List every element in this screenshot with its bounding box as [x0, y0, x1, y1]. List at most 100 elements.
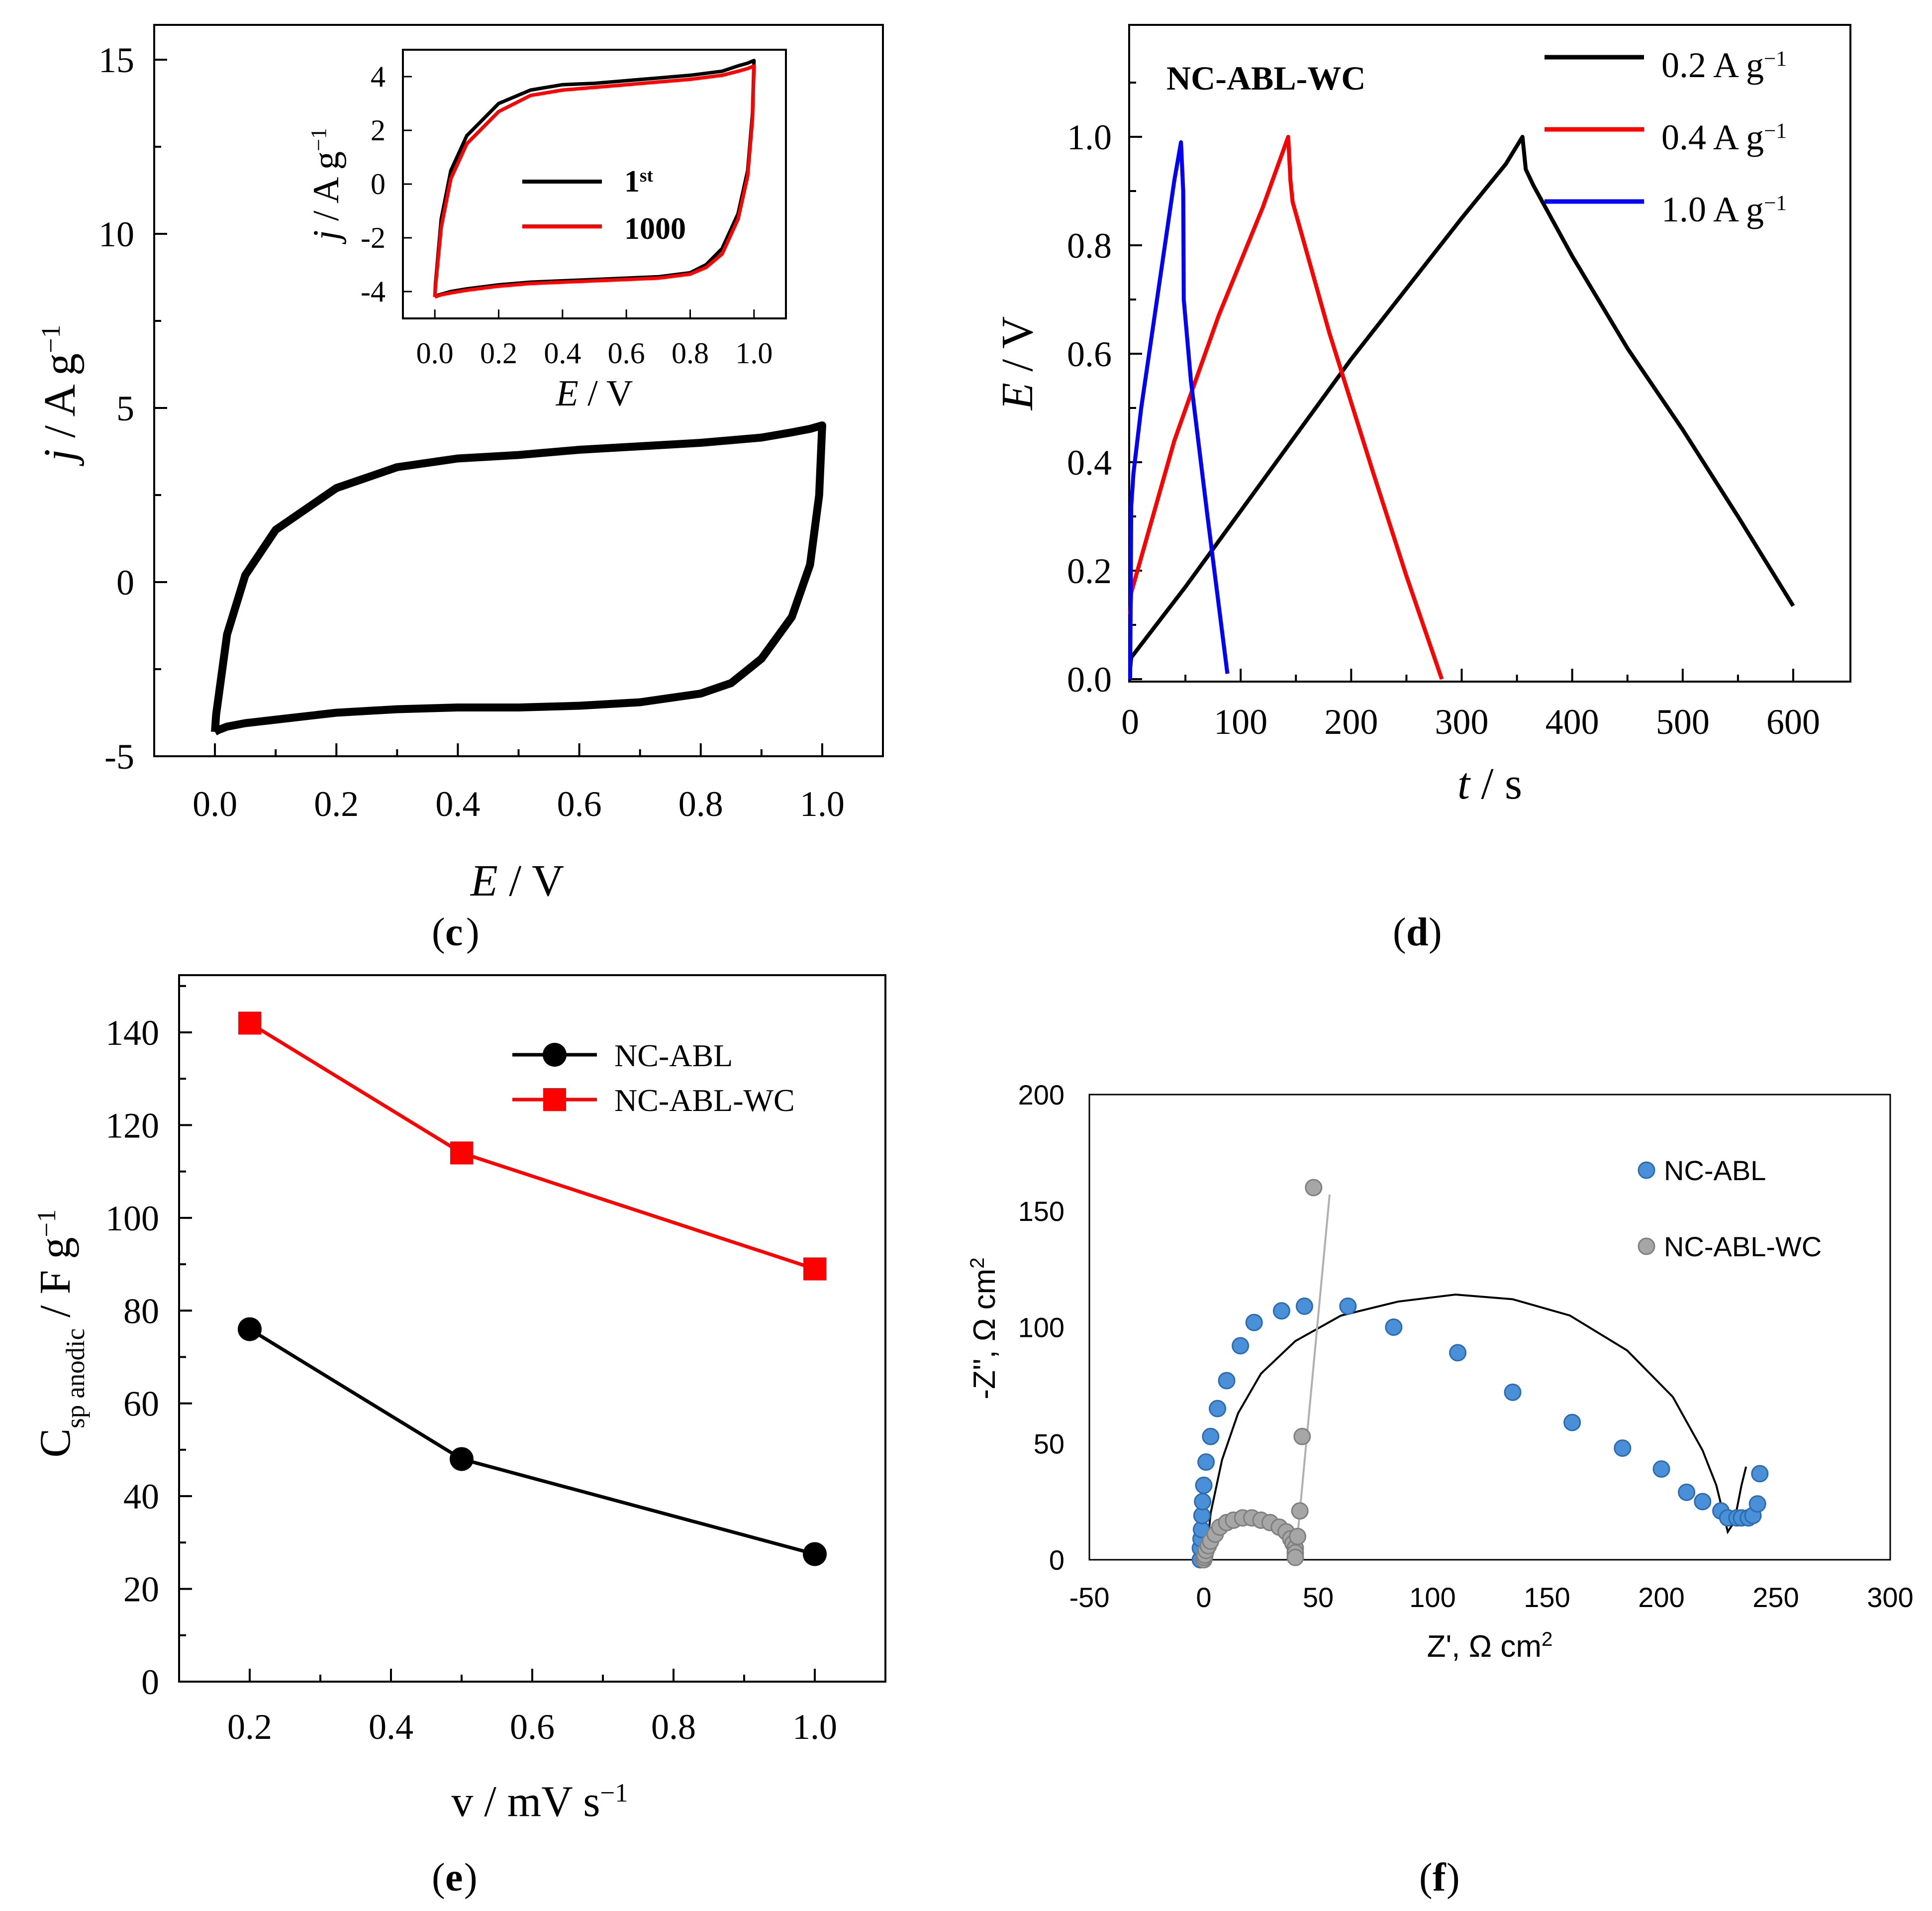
y-tick-label: 50: [1034, 1428, 1064, 1459]
y-tick-label: 0.8: [1067, 226, 1112, 266]
inset-plot: 0.0 0.2 0.4 0.6 0.8 1.0 -4 -2 0 2 4 E / V j / A g−1 1…: [306, 49, 787, 414]
data-point: [1245, 1313, 1263, 1331]
y-tick-label: 0.2: [1067, 551, 1112, 591]
data-point: [1339, 1297, 1357, 1315]
data-point: [1291, 1502, 1309, 1520]
caption-e: e: [445, 1856, 463, 1900]
caption-paren: (: [432, 1856, 445, 1900]
y-tick-label: 5: [116, 389, 134, 428]
data-point: [1195, 1476, 1213, 1494]
y-axis-label: j / A g−1: [35, 324, 85, 466]
data-point: [1504, 1383, 1522, 1401]
data-point: [803, 1542, 827, 1566]
x-tick-label: 400: [1546, 702, 1599, 742]
gcd-curve: [1128, 135, 1444, 680]
y-tick-label: 0: [116, 563, 134, 603]
inset-cv-curve: [433, 64, 756, 299]
data-point: [450, 1141, 473, 1165]
y-tick-label: 1.0: [1067, 117, 1112, 157]
legend-marker: [1638, 1161, 1655, 1179]
inset-legend-label: 1st: [624, 165, 653, 199]
fit-line: [1294, 1194, 1331, 1560]
data-point: [1295, 1297, 1313, 1315]
legend-label: NC-ABL: [1664, 1155, 1766, 1186]
inset-y-tick-label: 2: [371, 114, 386, 147]
data-point: [1272, 1302, 1290, 1320]
data-point: [1614, 1439, 1632, 1457]
panel-c: 0.0 0.2 0.4 0.6 0.8 1.0 -5 0 5 10 15 E / V j / A g−1…: [35, 24, 884, 954]
inset-y-axis-label: j / A g−1: [306, 128, 347, 244]
y-tick-label: 0: [1049, 1544, 1064, 1576]
data-point: [450, 1447, 474, 1471]
inset-x-tick-label: 0.6: [608, 337, 645, 370]
data-point: [1289, 1527, 1307, 1545]
caption-paren: (: [1393, 910, 1406, 954]
y-axis-label: Csp anodic / F g−1: [31, 1209, 90, 1457]
y-tick-label: 120: [105, 1106, 159, 1145]
data-point: [1652, 1460, 1670, 1478]
caption-paren: ): [466, 910, 480, 954]
x-tick-label: 0.2: [314, 784, 359, 824]
data-point: [238, 1011, 261, 1035]
x-tick-label: 150: [1524, 1582, 1570, 1613]
data-point: [1751, 1465, 1769, 1483]
x-tick-label: 200: [1324, 702, 1378, 742]
inset-x-tick-label: 0.2: [480, 337, 517, 370]
data-point: [1748, 1495, 1766, 1513]
series-line: [249, 1327, 815, 1556]
x-tick-label: 0.0: [193, 784, 237, 824]
y-tick-label: 100: [1018, 1312, 1064, 1343]
inset-x-tick-label: 0.4: [544, 337, 581, 370]
inset-x-axis-label: E / V: [556, 373, 633, 414]
y-tick-label: 0.4: [1067, 443, 1112, 483]
y-tick-label: 10: [98, 214, 134, 254]
fit-line: [1205, 1294, 1747, 1560]
caption-paren: (: [1419, 1856, 1433, 1900]
x-tick-label: 250: [1752, 1582, 1799, 1613]
x-axis-label: Z', Ω cm2: [1427, 1628, 1553, 1664]
data-point: [1194, 1493, 1212, 1510]
x-tick-label: 50: [1303, 1582, 1334, 1613]
data-point: [1286, 1548, 1304, 1566]
x-tick-label: 0: [1196, 1582, 1211, 1613]
data-point: [1563, 1413, 1581, 1431]
inset-x-tick-label: 1.0: [735, 337, 773, 370]
caption-f: f: [1433, 1856, 1447, 1900]
legend-label: 1.0 A g−1: [1661, 190, 1787, 229]
x-tick-label: 1.0: [800, 784, 845, 824]
inset-y-tick-label: 4: [371, 60, 386, 93]
data-point: [1209, 1400, 1227, 1417]
x-tick-label: 200: [1638, 1582, 1684, 1613]
data-point: [238, 1317, 262, 1341]
y-tick-label: 100: [105, 1199, 159, 1238]
caption-c: c: [445, 910, 463, 954]
y-tick-label: 140: [105, 1013, 159, 1053]
gcd-curve: [1128, 135, 1795, 669]
y-tick-label: 0.6: [1067, 334, 1112, 374]
legend-label: 0.2 A g−1: [1661, 45, 1787, 85]
y-tick-label: 60: [123, 1384, 159, 1424]
data-point: [1218, 1372, 1236, 1390]
inset-y-tick-label: -4: [361, 275, 386, 308]
x-tick-label: 0.4: [369, 1707, 413, 1747]
y-tick-label: 40: [123, 1477, 159, 1516]
x-tick-label: 0: [1121, 702, 1139, 742]
x-axis-label: t / s: [1457, 759, 1522, 808]
y-tick-label: 20: [123, 1570, 159, 1609]
caption-paren: ): [1429, 910, 1442, 954]
data-point: [1385, 1318, 1403, 1336]
y-tick-label: -5: [104, 737, 134, 777]
data-point: [803, 1257, 826, 1281]
x-axis-label: v / mV s−1: [451, 1778, 628, 1826]
cv-curve: [211, 421, 826, 735]
x-tick-label: 0.8: [651, 1707, 696, 1747]
inset-x-tick-label: 0.0: [416, 337, 454, 370]
inset-y-tick-label: -2: [361, 221, 386, 254]
x-tick-label: 100: [1214, 702, 1267, 742]
gcd-curve: [1128, 140, 1230, 680]
panel-e: 0.2 0.4 0.6 0.8 1.0 0 20 40 60 80 100 120 140 v / mV …: [31, 974, 886, 1900]
data-point: [1197, 1453, 1215, 1471]
legend-label: NC-ABL-WC: [1664, 1231, 1822, 1262]
